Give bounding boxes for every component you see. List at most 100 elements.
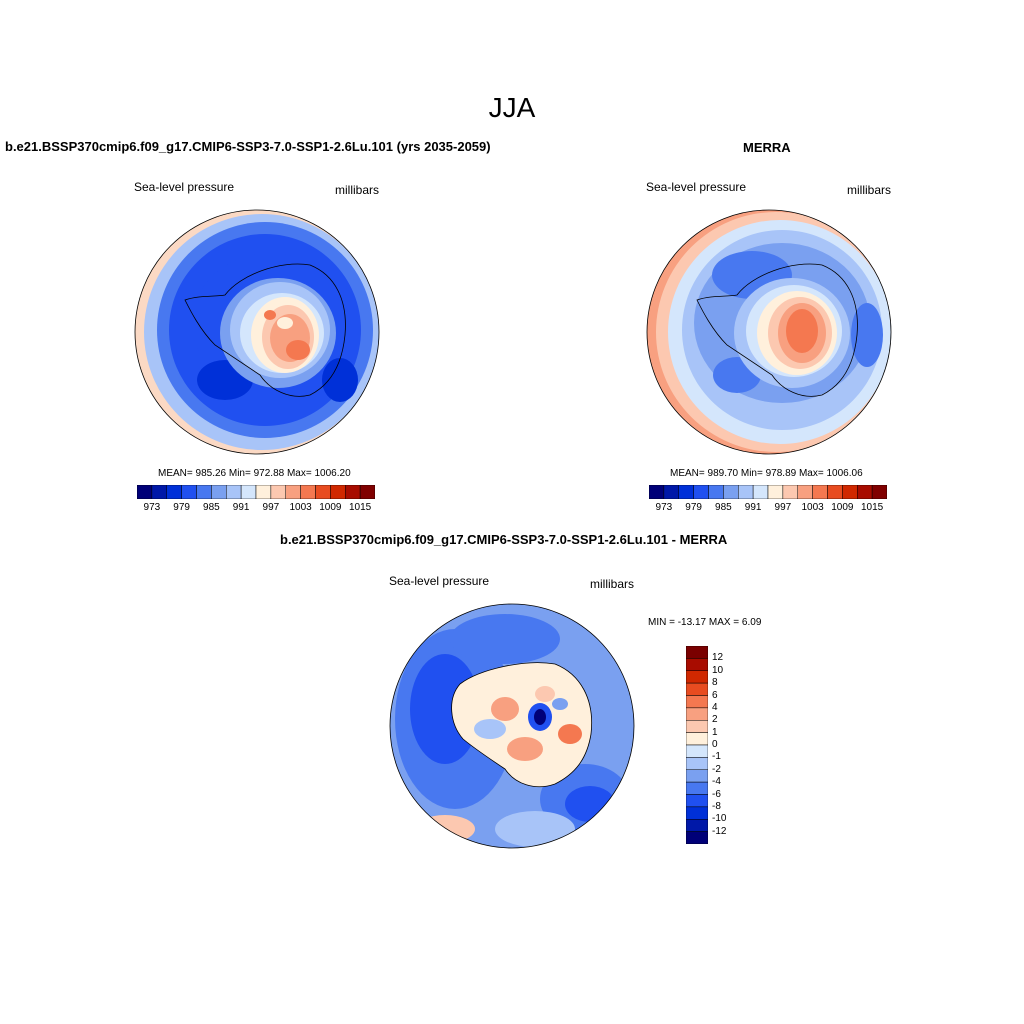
colorbar-swatch	[137, 485, 153, 499]
colorbar-tick-label: 985	[715, 502, 732, 513]
colorbar-tick-label: 973	[655, 502, 673, 513]
colorbar-swatch	[686, 658, 708, 671]
colorbar-tick-label: 979	[173, 502, 190, 513]
panel-2-stats: MEAN= 989.70 Min= 978.89 Max= 1006.06	[670, 468, 863, 479]
colorbar-swatch	[686, 670, 708, 684]
colorbar-swatch	[166, 485, 182, 499]
colorbar-swatch	[255, 485, 272, 499]
panel-1-stats: MEAN= 985.26 Min= 972.88 Max= 1006.20	[158, 468, 351, 479]
colorbar-swatch	[686, 806, 708, 820]
panel-2-units-label: millibars	[847, 183, 892, 197]
main-title: JJA	[488, 92, 536, 123]
colorbar-swatch	[226, 485, 242, 499]
colorbar-tick-label: 997	[774, 502, 792, 513]
colorbar-swatch	[686, 831, 708, 844]
panel-3-variable-label: Sea-level pressure	[389, 574, 490, 588]
colorbar-tick-label: 1009	[831, 502, 854, 513]
colorbar-tick-label: -8	[712, 800, 721, 812]
colorbar-tick-label: -1	[712, 751, 721, 763]
colorbar-swatch	[270, 485, 286, 499]
panel-1-colorbar	[137, 485, 375, 499]
colorbar-swatch	[686, 732, 708, 746]
panel-2-title: MERRA	[743, 140, 791, 155]
colorbar-swatch	[686, 757, 708, 770]
colorbar-swatch	[812, 485, 828, 499]
panel-3-colorbar-ticks: 12 10 8 6 4 2 1 0 -1 -2 -4 -6 -8 -10 -12	[712, 646, 752, 844]
panel-3-units-label: millibars	[590, 577, 635, 591]
colorbar-tick-label: 985	[203, 502, 220, 513]
panel-1-units-label: millibars	[335, 183, 380, 197]
panel-3-stats: MIN = -13.17 MAX = 6.09	[648, 617, 762, 628]
colorbar-swatch	[686, 794, 708, 808]
colorbar-swatch	[330, 485, 346, 499]
colorbar-swatch	[842, 485, 858, 499]
colorbar-tick-label: 0	[712, 739, 718, 750]
colorbar-swatch	[708, 485, 724, 499]
colorbar-tick-label: 997	[262, 502, 280, 513]
colorbar-tick-label: 1003	[801, 502, 824, 513]
colorbar-swatch	[151, 485, 167, 499]
colorbar-swatch	[315, 485, 331, 499]
colorbar-swatch	[871, 485, 887, 499]
colorbar-tick-label: 1015	[349, 502, 372, 513]
colorbar-tick-label: -12	[712, 825, 727, 837]
colorbar-swatch	[181, 485, 197, 499]
colorbar-swatch	[738, 485, 754, 499]
colorbar-swatch	[285, 485, 301, 499]
colorbar-swatch	[767, 485, 784, 499]
colorbar-swatch	[663, 485, 679, 499]
colorbar-tick-label: 10	[712, 664, 724, 676]
panel-2-colorbar-ticks: 973 979 985 991 997 1003 1009 1015	[649, 502, 887, 516]
colorbar-swatch	[678, 485, 694, 499]
colorbar-swatch	[686, 781, 708, 795]
colorbar-swatch	[782, 485, 798, 499]
colorbar-swatch	[752, 485, 769, 499]
colorbar-tick-label: -4	[712, 776, 721, 788]
colorbar-swatch	[693, 485, 709, 499]
colorbar-tick-label: -6	[712, 788, 721, 800]
colorbar-swatch	[686, 769, 708, 783]
colorbar-swatch	[857, 485, 873, 499]
panel-1-polar-map	[134, 209, 380, 455]
panel-1-colorbar-ticks: 973 979 985 991 997 1003 1009 1015	[137, 502, 375, 516]
colorbar-tick-label: 4	[712, 701, 718, 713]
colorbar-swatch	[723, 485, 739, 499]
colorbar-tick-label: 991	[232, 502, 250, 513]
panel-1-variable-label: Sea-level pressure	[134, 180, 235, 194]
panel-2-polar-map	[646, 209, 892, 455]
colorbar-swatch	[345, 485, 361, 499]
colorbar-swatch	[211, 485, 227, 499]
colorbar-swatch	[686, 682, 708, 696]
colorbar-tick-label: 973	[143, 502, 161, 513]
colorbar-tick-label: 8	[712, 677, 718, 689]
colorbar-tick-label: 12	[712, 652, 724, 664]
panel-3-polar-map	[389, 603, 635, 849]
colorbar-swatch	[827, 485, 843, 499]
colorbar-swatch	[686, 819, 708, 832]
colorbar-tick-label: 2	[712, 714, 718, 726]
colorbar-tick-label: 6	[712, 689, 718, 701]
colorbar-swatch	[686, 695, 708, 709]
colorbar-swatch	[686, 744, 708, 758]
colorbar-swatch	[686, 720, 708, 733]
colorbar-swatch	[240, 485, 257, 499]
colorbar-swatch	[686, 646, 708, 659]
panel-1-title: b.e21.BSSP370cmip6.f09_g17.CMIP6-SSP3-7.…	[5, 139, 491, 154]
panel-2-colorbar	[649, 485, 887, 499]
colorbar-tick-label: -2	[712, 763, 721, 775]
colorbar-tick-label: 1	[712, 726, 718, 738]
panel-3-title: b.e21.BSSP370cmip6.f09_g17.CMIP6-SSP3-7.…	[280, 532, 728, 547]
panel-3-colorbar	[686, 646, 708, 844]
colorbar-swatch	[686, 707, 708, 721]
colorbar-tick-label: 979	[685, 502, 702, 513]
colorbar-tick-label: 1015	[861, 502, 884, 513]
colorbar-swatch	[196, 485, 212, 499]
colorbar-swatch	[300, 485, 316, 499]
colorbar-tick-label: 991	[744, 502, 762, 513]
colorbar-swatch	[649, 485, 665, 499]
colorbar-tick-label: 1009	[319, 502, 342, 513]
colorbar-swatch	[797, 485, 813, 499]
panel-2-variable-label: Sea-level pressure	[646, 180, 747, 194]
colorbar-swatch	[359, 485, 375, 499]
colorbar-tick-label: -10	[712, 813, 727, 825]
